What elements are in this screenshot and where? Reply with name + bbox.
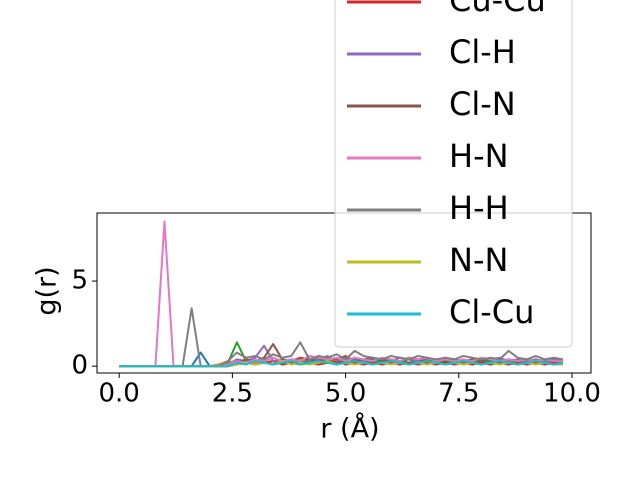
x-tick-label: 7.5: [438, 379, 479, 409]
legend-label: Cl-Cu: [449, 293, 534, 331]
legend-label: Cl-H: [449, 33, 516, 71]
x-tick-label: 2.5: [212, 379, 253, 409]
series-line: [119, 360, 564, 368]
x-tick-label: 5.0: [325, 379, 366, 409]
y-tick-label: 5: [71, 266, 88, 296]
legend-box: [334, 0, 573, 348]
legend-label: H-N: [449, 137, 509, 175]
legend-label: Cl-N: [449, 85, 516, 123]
legend-label: Cu-Cu: [449, 0, 546, 19]
x-tick-label: 0.0: [99, 379, 140, 409]
x-axis-label: r (Å): [320, 413, 379, 445]
legend-label: N-N: [449, 241, 508, 279]
y-tick-label: 0: [71, 351, 88, 381]
x-tick-label: 10.0: [543, 379, 601, 409]
legend-label: H-H: [449, 189, 509, 227]
y-axis-label: g(r): [32, 266, 63, 315]
plot-lines: [119, 220, 564, 368]
series-line: [119, 307, 564, 368]
